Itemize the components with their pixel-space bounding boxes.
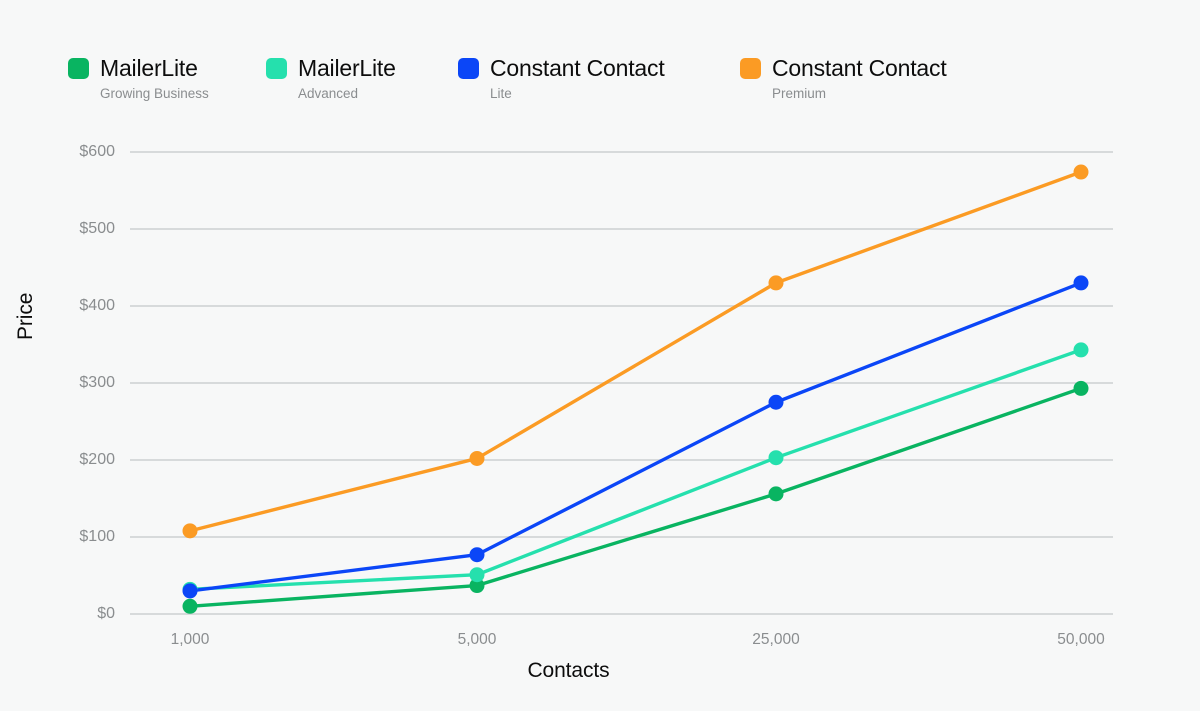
legend-item[interactable]: MailerLite Growing Business	[68, 54, 209, 101]
legend-item-header: MailerLite	[266, 54, 396, 82]
data-point-marker[interactable]	[1073, 275, 1089, 291]
data-point-marker[interactable]	[1073, 164, 1089, 180]
y-axis-tick-label: $300	[79, 374, 115, 391]
legend-item-subtitle: Premium	[772, 86, 827, 101]
legend-item-title: MailerLite	[100, 55, 198, 81]
data-point-marker[interactable]	[469, 567, 485, 583]
y-axis-tick-label: $500	[79, 220, 115, 237]
legend-item-title: MailerLite	[298, 55, 396, 81]
legend-item-subtitle: Growing Business	[100, 86, 209, 101]
legend-item[interactable]: Constant Contact Lite	[458, 54, 665, 101]
legend-item-header: Constant Contact	[458, 54, 665, 82]
data-point-marker[interactable]	[768, 486, 784, 502]
data-point-marker[interactable]	[768, 450, 784, 466]
x-axis-tick-label: 5,000	[457, 631, 497, 648]
legend-item-title: Constant Contact	[772, 55, 947, 81]
legend-item-subtitle: Advanced	[298, 86, 359, 101]
legend-color-swatch-icon	[458, 57, 479, 79]
legend-item-title: Constant Contact	[490, 55, 665, 81]
data-point-marker[interactable]	[469, 547, 485, 563]
legend-item[interactable]: MailerLite Advanced	[266, 54, 396, 101]
y-axis-tick-label: $600	[79, 143, 115, 160]
series-line	[188, 348, 1083, 592]
legend-item[interactable]: Constant Contact Premium	[740, 54, 947, 101]
y-axis-tick-label: $0	[97, 605, 115, 622]
legend-color-swatch-icon	[266, 57, 287, 79]
data-point-marker[interactable]	[182, 598, 198, 614]
series-line	[188, 281, 1083, 593]
x-axis-tick-label: 25,000	[752, 631, 800, 648]
data-point-marker[interactable]	[182, 583, 198, 599]
series-line	[188, 386, 1083, 608]
chart-legend: MailerLite Growing Business MailerLite Adva…	[68, 54, 1128, 104]
y-axis-tick-label: $400	[79, 297, 115, 314]
x-axis-tick-label: 1,000	[170, 631, 210, 648]
data-point-marker[interactable]	[768, 275, 784, 291]
data-point-marker[interactable]	[182, 523, 198, 539]
legend-color-swatch-icon	[68, 57, 89, 79]
data-point-marker[interactable]	[768, 394, 784, 410]
series-line	[188, 170, 1083, 533]
data-point-marker[interactable]	[1073, 380, 1089, 396]
x-axis-title: Contacts	[527, 659, 610, 682]
legend-item-subtitle: Lite	[490, 86, 512, 101]
legend-color-swatch-icon	[740, 57, 761, 79]
y-axis-tick-label: $100	[79, 528, 115, 545]
data-point-marker[interactable]	[469, 578, 485, 594]
data-point-marker[interactable]	[469, 450, 485, 466]
y-axis-tick-label: $200	[79, 451, 115, 468]
legend-item-header: MailerLite	[68, 54, 209, 82]
legend-item-header: Constant Contact	[740, 54, 947, 82]
x-axis-tick-label: 50,000	[1057, 631, 1105, 648]
data-point-marker[interactable]	[1073, 342, 1089, 358]
